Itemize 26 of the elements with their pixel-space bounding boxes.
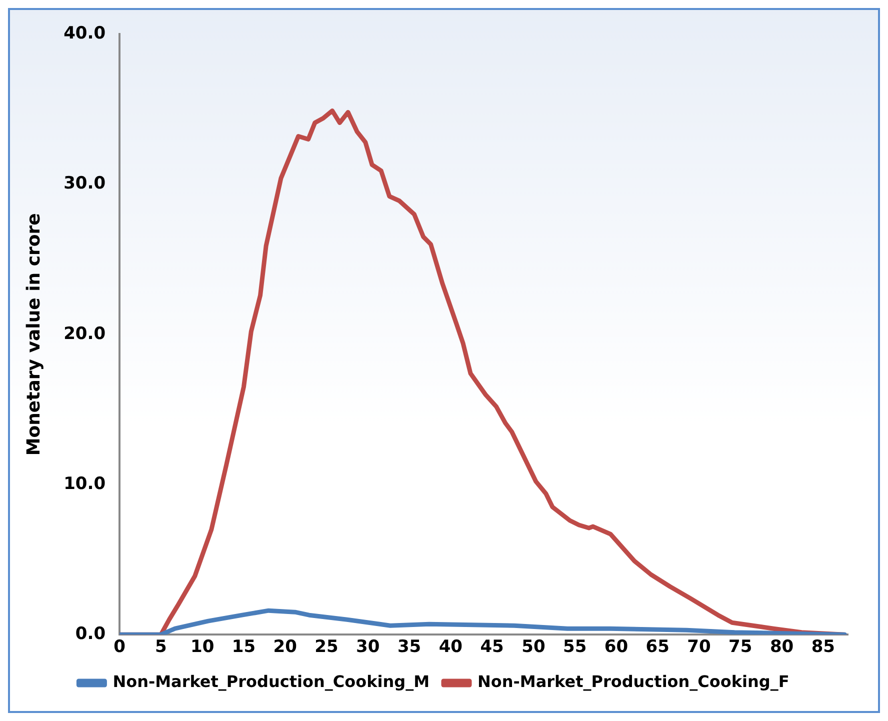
y-tick-label: 30.0: [64, 174, 106, 194]
y-tick-label: 40.0: [64, 24, 106, 44]
x-tick-label: 25: [314, 637, 338, 658]
x-tick-label: 20: [273, 637, 298, 658]
x-tick-label: 85: [811, 637, 835, 658]
y-tick-label: 10.0: [64, 474, 106, 494]
legend-label: Non-Market_Production_Cooking_F: [477, 672, 790, 692]
legend-label: Non-Market_Production_Cooking_M: [112, 672, 430, 692]
x-tick-label: 60: [604, 637, 628, 658]
x-tick-label: 10: [190, 637, 214, 658]
x-tick-label: 35: [397, 637, 422, 658]
x-tick-label: 5: [155, 637, 167, 658]
x-tick-label: 75: [728, 637, 752, 658]
x-tick-label: 80: [770, 637, 794, 658]
x-tick-label: 70: [687, 637, 711, 658]
x-tick-label: 0: [114, 637, 126, 658]
x-tick-label: 55: [562, 637, 587, 658]
y-tick-label: 20.0: [64, 324, 106, 344]
y-tick-label: 0.0: [75, 624, 106, 644]
x-tick-label: 15: [232, 637, 256, 658]
x-tick-label: 30: [356, 637, 380, 658]
x-tick-label: 45: [480, 637, 504, 658]
x-tick-label: 50: [522, 637, 546, 658]
x-tick-label: 65: [646, 637, 670, 658]
x-tick-label: 40: [438, 637, 463, 658]
y-axis-title: Monetary value in crore: [23, 213, 44, 456]
